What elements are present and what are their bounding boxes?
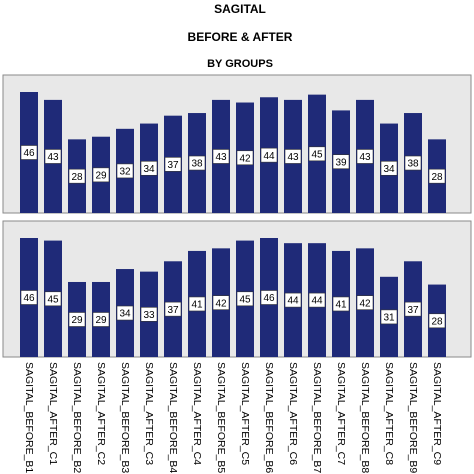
value-label: 41 bbox=[335, 300, 347, 311]
value-label: 46 bbox=[263, 293, 275, 304]
value-label-box bbox=[260, 147, 278, 163]
chart-subtitle: BY GROUPS bbox=[207, 58, 273, 70]
value-label: 41 bbox=[191, 300, 203, 311]
value-label: 38 bbox=[407, 159, 419, 170]
chart-subtitle: BEFORE & AFTER bbox=[188, 30, 293, 44]
value-label-box bbox=[68, 168, 86, 184]
value-label: 45 bbox=[47, 294, 59, 305]
value-label: 34 bbox=[119, 309, 131, 320]
value-label-box bbox=[20, 145, 38, 160]
value-label-box bbox=[164, 157, 182, 172]
x-tick-label: SAGITAL_BEFORE_B1 bbox=[23, 362, 35, 473]
value-label-box bbox=[164, 301, 182, 317]
x-tick-label: SAGITAL_BEFORE_B8 bbox=[359, 362, 371, 473]
value-label-box bbox=[308, 292, 326, 308]
value-label: 34 bbox=[383, 164, 395, 175]
x-tick-label: SAGITAL_BEFORE_B3 bbox=[119, 362, 131, 473]
x-tick-label: SAGITAL_BEFORE_B4 bbox=[167, 362, 179, 473]
value-label: 31 bbox=[383, 313, 395, 324]
value-label: 37 bbox=[167, 305, 179, 316]
x-tick-label: SAGITAL_BEFORE_B7 bbox=[311, 362, 323, 473]
value-label: 42 bbox=[359, 298, 371, 309]
value-label-box bbox=[68, 312, 86, 327]
value-label: 44 bbox=[263, 151, 275, 162]
value-label: 42 bbox=[215, 298, 227, 309]
value-label-box bbox=[332, 154, 350, 170]
value-label-box bbox=[332, 296, 350, 312]
value-label-box bbox=[92, 312, 110, 327]
value-label: 38 bbox=[191, 159, 203, 170]
x-tick-label: SAGITAL_BEFORE_B9 bbox=[407, 362, 419, 473]
x-tick-label: SAGITAL_AFTER_C5 bbox=[239, 362, 251, 465]
x-tick-label: SAGITAL_AFTER_C1 bbox=[47, 362, 59, 465]
x-tick-label: SAGITAL_AFTER_C4 bbox=[191, 362, 203, 465]
value-label: 37 bbox=[407, 305, 419, 316]
value-label: 32 bbox=[119, 167, 131, 178]
value-label-box bbox=[44, 291, 62, 307]
value-label-box bbox=[92, 167, 110, 183]
value-label: 28 bbox=[431, 316, 443, 327]
value-label: 29 bbox=[95, 170, 107, 181]
x-tick-label: SAGITAL_AFTER_C6 bbox=[287, 362, 299, 465]
value-label: 29 bbox=[71, 315, 83, 326]
value-label-box bbox=[20, 290, 38, 305]
value-label-box bbox=[380, 160, 398, 176]
value-label: 33 bbox=[143, 310, 155, 321]
value-label-box bbox=[428, 313, 446, 329]
value-label-box bbox=[140, 160, 158, 176]
value-label-box bbox=[284, 149, 302, 164]
value-label-box bbox=[236, 291, 254, 307]
value-label-box bbox=[308, 146, 326, 162]
value-label: 39 bbox=[335, 157, 347, 168]
value-label-box bbox=[284, 292, 302, 308]
value-label-box bbox=[44, 149, 62, 164]
x-tick-label: SAGITAL_AFTER_C9 bbox=[431, 362, 443, 465]
value-label: 45 bbox=[239, 294, 251, 305]
value-label-box bbox=[116, 163, 134, 179]
value-label-box bbox=[188, 155, 206, 171]
value-label-box bbox=[260, 290, 278, 305]
value-label: 28 bbox=[431, 172, 443, 183]
value-label-box bbox=[356, 295, 374, 310]
x-tick-label: SAGITAL_AFTER_C2 bbox=[95, 362, 107, 465]
value-label-box bbox=[356, 149, 374, 164]
value-label: 43 bbox=[47, 152, 59, 163]
value-label-box bbox=[188, 296, 206, 312]
value-label: 43 bbox=[215, 152, 227, 163]
value-label: 44 bbox=[287, 296, 299, 307]
value-label-box bbox=[380, 309, 398, 325]
x-tick-label: SAGITAL_AFTER_C8 bbox=[383, 362, 395, 465]
value-label: 44 bbox=[311, 296, 323, 307]
value-label-box bbox=[116, 305, 134, 321]
value-label-box bbox=[404, 155, 422, 171]
x-tick-label: SAGITAL_BEFORE_B6 bbox=[263, 362, 275, 473]
value-label: 43 bbox=[287, 152, 299, 163]
value-label-box bbox=[212, 295, 230, 310]
value-label: 37 bbox=[167, 160, 179, 171]
value-label: 45 bbox=[311, 149, 323, 160]
value-label: 29 bbox=[95, 315, 107, 326]
value-label: 42 bbox=[239, 153, 251, 164]
chart-title: SAGITAL bbox=[214, 2, 266, 16]
value-label: 28 bbox=[71, 172, 83, 183]
value-label: 46 bbox=[23, 148, 35, 159]
x-tick-label: SAGITAL_BEFORE_B2 bbox=[71, 362, 83, 473]
x-tick-label: SAGITAL_BEFORE_B5 bbox=[215, 362, 227, 473]
x-tick-label: SAGITAL_AFTER_C7 bbox=[335, 362, 347, 465]
value-label-box bbox=[212, 149, 230, 164]
x-tick-label: SAGITAL_AFTER_C3 bbox=[143, 362, 155, 465]
value-label-box bbox=[140, 307, 158, 322]
value-label-box bbox=[404, 301, 422, 317]
value-label: 46 bbox=[23, 293, 35, 304]
value-label: 34 bbox=[143, 164, 155, 175]
value-label: 43 bbox=[359, 152, 371, 163]
value-label-box bbox=[428, 168, 446, 184]
value-label-box bbox=[236, 150, 254, 166]
